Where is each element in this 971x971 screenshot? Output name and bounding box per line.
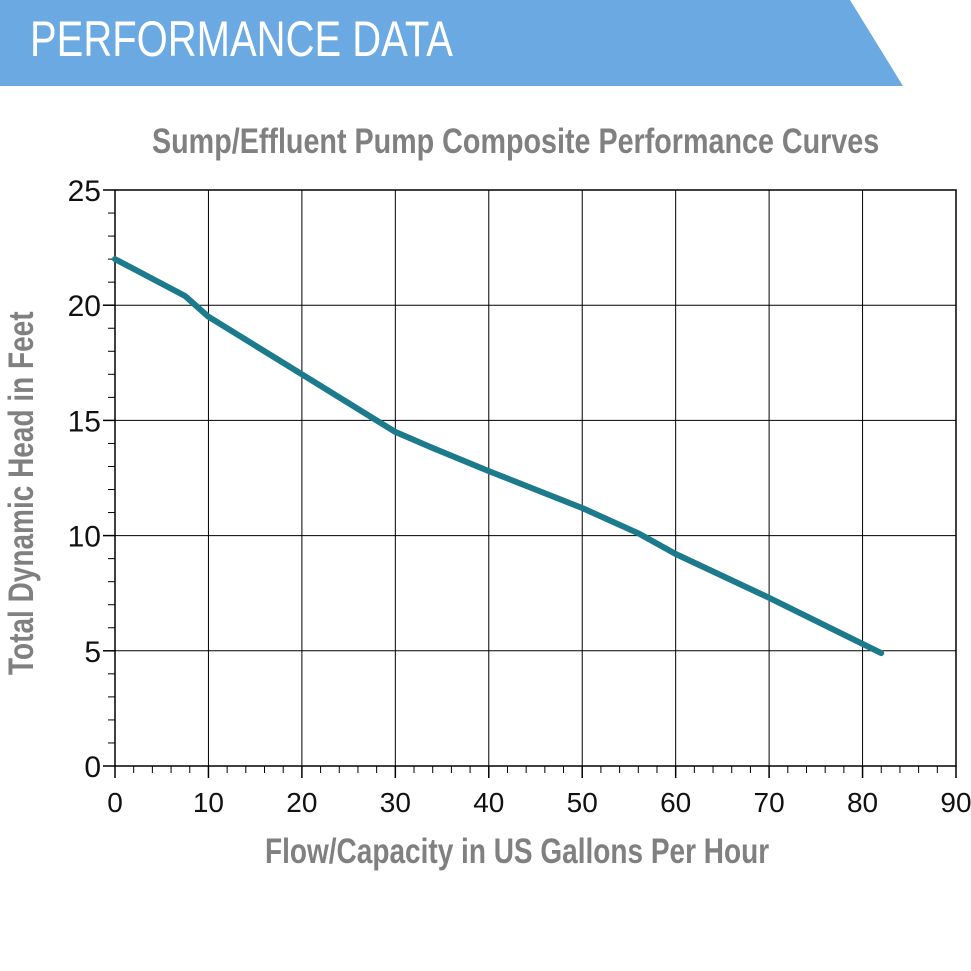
y-tick-label: 0 [84,751,101,784]
x-tick-label: 80 [847,787,878,818]
y-tick-label: 10 [68,521,101,554]
chart-title: Sump/Effluent Pump Composite Performance… [152,122,880,161]
y-tick-label: 5 [84,636,101,669]
plot-frame [114,189,957,767]
x-tick-label: 40 [473,787,504,818]
banner-background [0,0,903,86]
x-tick-label: 30 [380,787,411,818]
banner-title: PERFORMANCE DATA [30,11,453,67]
performance-curve [112,256,885,657]
x-tick-label: 60 [660,787,691,818]
y-tick-label: 20 [68,290,101,323]
y-tick-label: 25 [68,175,101,208]
y-tick-label: 15 [68,405,101,438]
banner [0,0,903,86]
x-tick-label: 90 [940,787,971,818]
x-axis-label: Flow/Capacity in US Gallons Per Hour [265,832,770,871]
x-tick-label: 50 [567,787,598,818]
x-tick-label: 10 [193,787,224,818]
x-tick-label: 70 [754,787,785,818]
x-tick-label: 20 [286,787,317,818]
y-axis-label: Total Dynamic Head in Feet [2,311,41,675]
x-tick-label: 0 [107,787,123,818]
